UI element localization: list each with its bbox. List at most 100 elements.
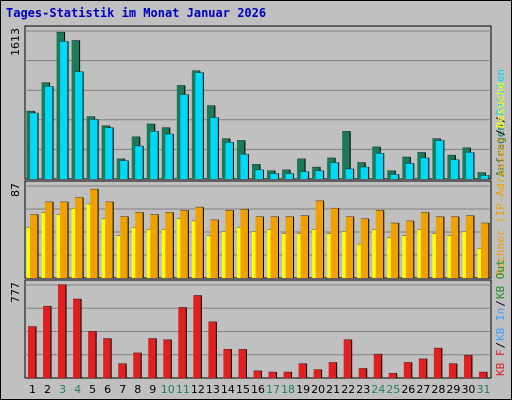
- x-tick-label: 21: [326, 383, 340, 396]
- x-tick-label: 30: [461, 383, 475, 396]
- bar-rechner-fill: [90, 189, 99, 278]
- bar-rechner: [465, 215, 475, 278]
- bar-rechner: [270, 216, 280, 278]
- bar-rechner-fill: [240, 209, 249, 278]
- panel-kb-grid: [25, 284, 491, 356]
- bar-rechner: [105, 201, 114, 278]
- bar-kb-f-fill: [118, 363, 127, 378]
- bar-dateien-fill: [360, 167, 369, 179]
- bar-kb-f: [418, 358, 428, 378]
- x-tick-label: 25: [386, 383, 400, 396]
- bar-dateien: [120, 160, 129, 179]
- x-tick-label: 24: [371, 383, 385, 396]
- bar-kb-f: [388, 372, 398, 378]
- bar-kb-f: [73, 298, 82, 378]
- bar-kb-f: [283, 371, 293, 378]
- legend-separator: /: [494, 300, 507, 307]
- bar-rechner: [480, 222, 490, 278]
- panel-hosts-visits-bars: [26, 188, 490, 278]
- bar-kb-f-fill: [373, 354, 382, 378]
- bar-kb-f: [448, 363, 458, 378]
- bar-dateien-fill: [465, 152, 474, 179]
- panel-kb-ymax-label: 777: [9, 282, 22, 303]
- panel-kb-bars: [28, 284, 488, 378]
- bar-kb-f-fill: [208, 321, 217, 378]
- bar-kb-f-fill: [193, 295, 202, 378]
- panel-hosts-visits-legend: Rechner (IP-Adressen) / Besuche: [494, 82, 507, 276]
- bar-rechner-fill: [465, 215, 474, 278]
- x-tick-label: 9: [149, 383, 156, 396]
- bar-kb-f-fill: [238, 349, 247, 378]
- bar-kb-f-fill: [253, 370, 262, 378]
- x-tick-label: 4: [74, 383, 81, 396]
- bar-kb-f: [298, 363, 308, 378]
- bar-dateien-fill: [375, 153, 384, 179]
- x-tick-label: 16: [251, 383, 265, 396]
- bar-kb-f-fill: [298, 363, 307, 378]
- bar-rechner: [360, 218, 370, 278]
- bar-rechner-fill: [360, 218, 369, 278]
- bar-rechner: [405, 220, 415, 278]
- bar-rechner-fill: [150, 214, 159, 278]
- panel-kb: [24, 279, 492, 379]
- bar-rechner-fill: [270, 216, 279, 278]
- panel-kb-legend: KB F / KB In / KB Out: [494, 259, 507, 376]
- bar-dateien: [405, 163, 415, 179]
- bar-dateien: [210, 117, 219, 179]
- x-tick-label: 11: [176, 383, 190, 396]
- panel-requests-files-legend: Anfragen / Dateien: [494, 69, 507, 177]
- bar-dateien: [255, 169, 264, 179]
- bar-dateien: [30, 112, 39, 179]
- bar-rechner-fill: [420, 212, 429, 278]
- bar-kb-f: [238, 348, 247, 378]
- bar-dateien: [465, 152, 475, 179]
- x-tick-label: 5: [89, 383, 96, 396]
- bar-kb-f: [178, 307, 187, 378]
- bar-rechner: [255, 216, 264, 278]
- x-tick-label: 31: [476, 383, 490, 396]
- bar-kb-f-fill: [328, 362, 337, 378]
- bar-dateien-fill: [30, 112, 38, 179]
- bar-dateien-fill: [210, 117, 219, 179]
- x-tick-label: 3: [59, 383, 66, 396]
- bar-dateien: [345, 168, 355, 179]
- x-tick-label: 22: [341, 383, 355, 396]
- bar-kb-f: [403, 362, 413, 378]
- bar-dateien-fill: [225, 142, 234, 179]
- legend-besuche: Besuche: [494, 82, 507, 128]
- bar-kb-f: [88, 331, 97, 378]
- legend-anfragen: Anfragen: [494, 124, 507, 177]
- bar-kb-f: [223, 348, 232, 378]
- bar-kb-f-fill: [148, 338, 157, 378]
- bar-dateien: [195, 72, 204, 179]
- bar-kb-f-fill: [178, 307, 187, 378]
- x-tick-label: 6: [104, 383, 111, 396]
- legend-separator: /: [494, 342, 507, 349]
- bar-rechner-fill: [30, 214, 38, 278]
- bar-kb-f: [343, 339, 353, 378]
- bar-kb-f-fill: [73, 299, 82, 378]
- x-tick-label: 1: [29, 383, 36, 396]
- bar-kb-f-fill: [58, 284, 67, 378]
- bar-dateien: [420, 157, 430, 179]
- bar-kb-f: [358, 368, 368, 378]
- bar-dateien: [285, 173, 295, 179]
- bar-rechner: [180, 210, 189, 278]
- bar-dateien-fill: [300, 171, 309, 179]
- bar-kb-f: [133, 352, 142, 378]
- legend-kb-f: KB F: [494, 350, 507, 377]
- bar-rechner: [240, 208, 249, 278]
- bar-kb-f-fill: [403, 362, 412, 378]
- bar-dateien: [360, 166, 370, 179]
- legend-separator: /: [494, 129, 507, 136]
- x-axis-day-labels: 1 2 3 4 5 6 7 8 9 10 11 12 13 14 15 16 17 18 19 20 21 22 23 24 2…: [29, 383, 490, 396]
- bar-dateien-fill: [330, 162, 339, 179]
- bar-dateien-fill: [480, 175, 489, 179]
- bar-rechner-fill: [480, 223, 489, 278]
- bar-rechner: [300, 215, 310, 278]
- bar-dateien: [135, 145, 144, 179]
- bar-dateien-fill: [60, 41, 69, 180]
- bar-rechner-fill: [75, 197, 84, 278]
- bar-kb-f-fill: [43, 306, 52, 378]
- bar-kb-f: [43, 305, 52, 378]
